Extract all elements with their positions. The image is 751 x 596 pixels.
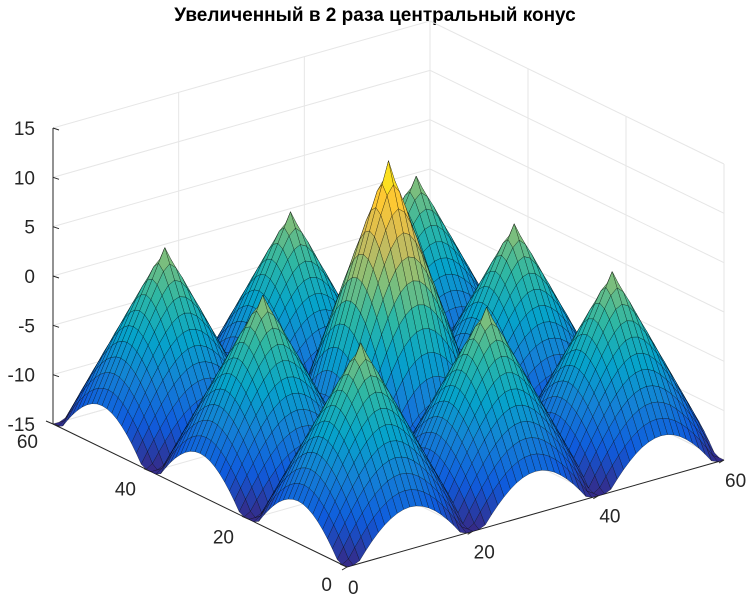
z-tick-label: -10 [8, 366, 35, 387]
grid-line [429, 168, 725, 313]
y-axis-line [52, 423, 348, 568]
y-tick-label: 0 [321, 575, 332, 596]
grid-line [52, 168, 431, 277]
grid-line [429, 69, 725, 214]
z-tick-mark [52, 127, 60, 131]
z-tick-label: 10 [14, 168, 35, 189]
x-tick-mark [341, 566, 348, 571]
x-axis-line [346, 459, 725, 568]
grid-line [429, 119, 725, 264]
z-tick-label: -5 [18, 316, 35, 337]
z-tick-label: 0 [24, 267, 35, 288]
z-tick-mark [52, 423, 60, 427]
x-tick-label: 40 [599, 507, 620, 528]
y-tick-mark [241, 515, 250, 520]
z-tick-mark [52, 275, 60, 279]
y-tick-label: 20 [213, 527, 234, 548]
z-tick-mark [52, 374, 60, 378]
chart-title: Увеличенный в 2 раза центральный конус [174, 5, 576, 26]
x-tick-label: 0 [348, 578, 359, 596]
z-tick-label: 15 [14, 119, 35, 140]
x-tick-label: 60 [725, 471, 746, 492]
z-tick-label: 5 [24, 218, 35, 239]
x-tick-mark [467, 530, 473, 535]
z-tick-mark [52, 176, 60, 180]
surface-face [62, 406, 75, 427]
y-tick-mark [143, 468, 152, 473]
y-tick-mark [339, 563, 348, 568]
x-tick-label: 20 [474, 542, 495, 563]
y-tick-label: 60 [17, 432, 38, 453]
grid-line [52, 20, 431, 129]
y-tick-mark [45, 420, 54, 425]
grid-line [52, 69, 431, 178]
y-tick-label: 40 [115, 480, 136, 501]
z-tick-mark [52, 226, 60, 230]
surface-mesh [52, 160, 725, 568]
z-tick-label: -15 [8, 415, 35, 436]
z-tick-mark [52, 324, 60, 328]
x-tick-mark [718, 459, 725, 464]
grid-line [52, 119, 431, 228]
x-tick-mark [593, 495, 599, 500]
grid-line [429, 20, 725, 165]
grid-line [429, 217, 725, 362]
